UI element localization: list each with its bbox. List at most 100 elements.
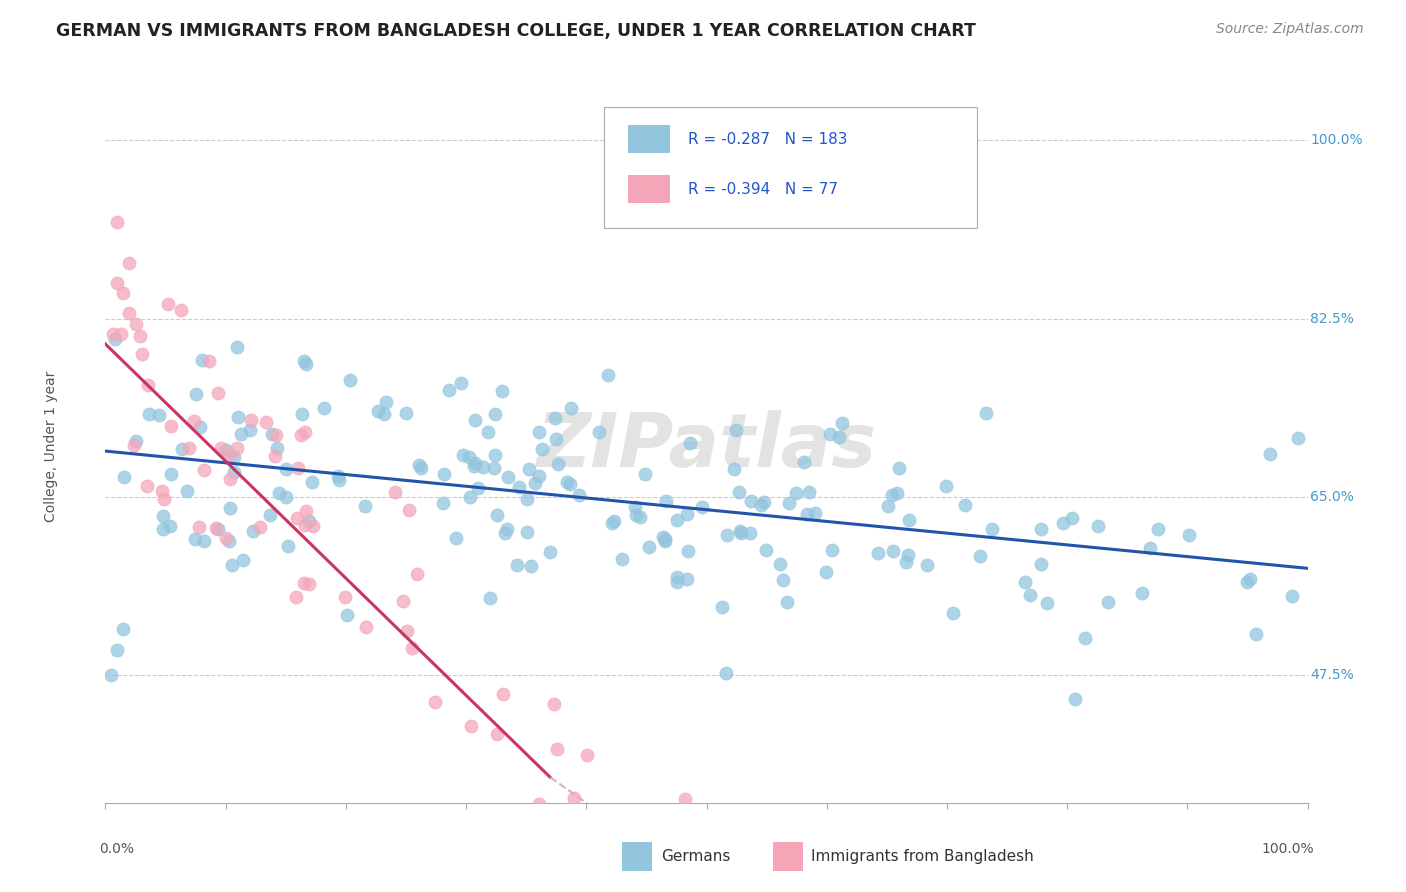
- Point: [124, 317, 146, 331]
- Point: [191, 353, 214, 368]
- Point: [292, 576, 315, 591]
- Point: [290, 427, 312, 442]
- Point: [754, 495, 776, 509]
- Point: [433, 467, 456, 481]
- Text: Germans: Germans: [661, 849, 730, 863]
- Point: [725, 423, 748, 437]
- Point: [295, 504, 318, 518]
- Point: [218, 533, 240, 548]
- Point: [153, 491, 176, 506]
- Point: [1060, 511, 1083, 525]
- Point: [624, 508, 647, 522]
- Point: [124, 434, 146, 449]
- Text: R = -0.394   N = 77: R = -0.394 N = 77: [689, 182, 838, 196]
- Point: [107, 215, 129, 229]
- Point: [218, 500, 240, 515]
- Point: [568, 488, 591, 502]
- Point: [215, 443, 238, 458]
- Point: [198, 354, 221, 368]
- Point: [546, 742, 568, 756]
- Point: [107, 276, 129, 290]
- Point: [232, 553, 254, 567]
- Point: [828, 429, 851, 443]
- Point: [1097, 594, 1119, 608]
- Point: [596, 368, 619, 382]
- Point: [333, 590, 356, 604]
- Point: [484, 460, 506, 475]
- Point: [110, 326, 132, 341]
- Point: [240, 413, 263, 427]
- Point: [547, 457, 569, 471]
- Point: [915, 558, 938, 573]
- Point: [866, 545, 889, 559]
- Point: [104, 332, 127, 346]
- Point: [681, 812, 703, 826]
- Point: [981, 522, 1004, 536]
- Point: [259, 508, 281, 523]
- Point: [496, 522, 519, 536]
- Point: [485, 727, 508, 741]
- Point: [768, 557, 790, 571]
- Point: [728, 485, 751, 500]
- Point: [527, 797, 550, 811]
- Point: [294, 425, 316, 439]
- Point: [131, 347, 153, 361]
- Point: [224, 465, 246, 479]
- Point: [1019, 588, 1042, 602]
- Point: [463, 458, 485, 473]
- Point: [266, 428, 288, 442]
- Point: [676, 572, 699, 586]
- Point: [353, 499, 375, 513]
- Point: [406, 566, 429, 581]
- Point: [575, 747, 598, 762]
- Point: [516, 525, 538, 540]
- Point: [638, 540, 661, 554]
- Point: [179, 441, 201, 455]
- Point: [122, 438, 145, 452]
- Point: [738, 526, 761, 541]
- Point: [112, 623, 135, 637]
- Point: [676, 507, 699, 521]
- Text: R = -0.287   N = 183: R = -0.287 N = 183: [689, 132, 848, 146]
- Point: [391, 594, 413, 608]
- Point: [681, 838, 703, 853]
- Point: [1130, 586, 1153, 600]
- Point: [290, 407, 312, 421]
- Point: [666, 574, 689, 589]
- Point: [157, 297, 180, 311]
- Point: [896, 555, 918, 569]
- Point: [328, 473, 350, 487]
- Point: [530, 442, 553, 457]
- Text: 82.5%: 82.5%: [1310, 311, 1354, 326]
- Point: [176, 484, 198, 499]
- Point: [882, 544, 904, 558]
- Point: [478, 591, 501, 606]
- Point: [491, 384, 513, 398]
- Point: [1286, 431, 1309, 445]
- Point: [815, 565, 838, 579]
- Point: [544, 410, 567, 425]
- Point: [336, 607, 359, 622]
- Text: 100.0%: 100.0%: [1261, 842, 1313, 856]
- Point: [1014, 574, 1036, 589]
- Point: [238, 423, 260, 437]
- Point: [495, 525, 517, 540]
- Point: [562, 791, 585, 805]
- Point: [654, 532, 676, 546]
- Point: [505, 558, 527, 572]
- Point: [298, 514, 321, 528]
- Point: [263, 450, 285, 464]
- Point: [193, 463, 215, 477]
- Point: [398, 502, 420, 516]
- Point: [974, 406, 997, 420]
- Point: [778, 496, 800, 510]
- Point: [260, 427, 283, 442]
- Point: [508, 480, 530, 494]
- Text: 47.5%: 47.5%: [1310, 668, 1354, 682]
- Text: 100.0%: 100.0%: [1310, 133, 1362, 147]
- Point: [523, 831, 546, 846]
- Text: 65.0%: 65.0%: [1310, 490, 1354, 504]
- Point: [484, 407, 506, 421]
- Point: [634, 467, 657, 481]
- Text: Immigrants from Bangladesh: Immigrants from Bangladesh: [811, 849, 1033, 863]
